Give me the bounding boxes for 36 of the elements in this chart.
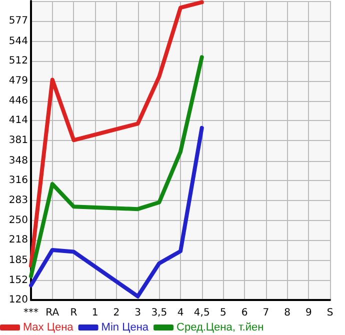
x-tick-label: *** bbox=[24, 308, 38, 318]
x-tick-label: 7 bbox=[262, 308, 270, 318]
x-tick-label: 3 bbox=[134, 308, 141, 318]
y-tick-label: 218 bbox=[8, 234, 28, 246]
line-series bbox=[29, 126, 204, 298]
y-tick-label: 250 bbox=[8, 215, 28, 226]
x-tick-label: S bbox=[326, 308, 334, 318]
y-tick-label: 120 bbox=[8, 294, 28, 306]
line-series bbox=[29, 0, 204, 268]
y-tick-label: 414 bbox=[8, 115, 28, 126]
y-tick-label: 446 bbox=[8, 96, 28, 107]
y-tick-label: 283 bbox=[8, 195, 28, 206]
x-tick-label: RA bbox=[46, 308, 60, 318]
x-tick-label: 9 bbox=[305, 308, 312, 318]
x-tick-label: 2 bbox=[113, 308, 120, 318]
y-tick-label: 185 bbox=[8, 254, 28, 266]
x-tick-label: 6 bbox=[241, 308, 248, 318]
x-tick-label: 4 bbox=[177, 308, 184, 318]
x-tick-label: 1 bbox=[92, 308, 98, 318]
y-tick-label: 316 bbox=[8, 174, 28, 186]
line-series bbox=[29, 55, 204, 278]
y-tick-label: 152 bbox=[8, 274, 28, 286]
y-tick-label: 512 bbox=[8, 55, 28, 66]
x-tick-label: 3,5 bbox=[151, 308, 168, 318]
x-tick-label: 5 bbox=[220, 308, 226, 318]
y-tick-label: 577 bbox=[8, 16, 28, 27]
x-tick-label: 8 bbox=[284, 308, 290, 318]
y-tick-label: 479 bbox=[8, 75, 28, 86]
legend-label: Сред.Цена, т.йен bbox=[176, 322, 264, 334]
x-tick-label: 4,5 bbox=[194, 308, 210, 318]
y-tick-label: 544 bbox=[8, 36, 28, 47]
y-tick-label: 348 bbox=[8, 155, 28, 166]
legend-label: Max Цена bbox=[23, 322, 74, 334]
x-tick-label: R bbox=[70, 308, 78, 318]
legend-label: Min Цена bbox=[101, 322, 150, 334]
y-tick-label: 381 bbox=[8, 135, 28, 146]
